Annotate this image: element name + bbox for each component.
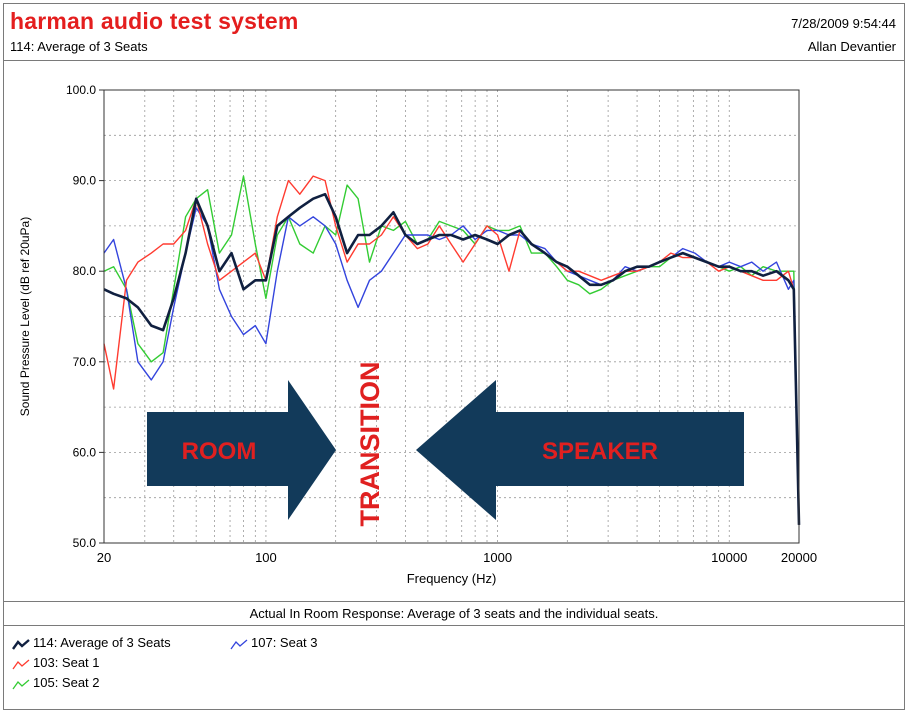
timestamp: 7/28/2009 9:54:44: [791, 16, 896, 31]
series-line-avg: [103, 192, 801, 525]
legend-item-seat1: 103: Seat 1: [12, 654, 100, 672]
y-tick-label: 70.0: [73, 355, 97, 369]
legend-swatch-avg: [12, 638, 30, 650]
y-tick-label: 80.0: [73, 264, 97, 278]
legend-swatch-seat1: [12, 659, 30, 669]
speaker-label: SPEAKER: [542, 438, 658, 465]
transition-label: TRANSITION: [355, 362, 385, 527]
x-tick-label: 100: [255, 550, 277, 565]
series-line-seat3: [103, 207, 800, 525]
measurement-subtitle: 114: Average of 3 Seats: [10, 39, 148, 54]
x-tick-label: 10000: [711, 550, 747, 565]
series-curves: [103, 175, 801, 525]
legend-label-seat2: 105: Seat 2: [33, 675, 100, 690]
report-header: harman audio test system 114: Average of…: [4, 4, 904, 61]
x-axis-label: Frequency (Hz): [407, 571, 497, 586]
speaker-arrow-shape: [416, 380, 744, 520]
plot-area-border: [103, 89, 800, 544]
room-label: ROOM: [182, 438, 257, 465]
x-tick-label: 1000: [483, 550, 512, 565]
x-tick-label: 20: [97, 550, 111, 565]
legend-label-seat1: 103: Seat 1: [33, 655, 100, 670]
legend-swatch-seat3: [230, 639, 248, 649]
chart-caption: Actual In Room Response: Average of 3 se…: [4, 601, 904, 626]
y-tick-label: 100.0: [66, 83, 96, 97]
legend-swatch-seat2: [12, 679, 30, 689]
legend-item-seat2: 105: Seat 2: [12, 674, 100, 692]
x-tick-labels: 20 100 1000 10000 20000: [97, 550, 817, 565]
y-tick-label: 90.0: [73, 174, 97, 188]
legend-item-seat3: 107: Seat 3: [230, 634, 318, 652]
report-frame: harman audio test system 114: Average of…: [3, 3, 905, 710]
grid-lines: [104, 90, 799, 543]
x-tick-label: 20000: [781, 550, 817, 565]
room-arrow-shape: [147, 380, 336, 520]
region-annotations: ROOM SPEAKER TRANSITION: [147, 362, 744, 527]
y-tick-label: 60.0: [73, 445, 97, 459]
y-tick-label: 50.0: [73, 536, 97, 550]
legend-label-seat3: 107: Seat 3: [251, 635, 318, 650]
author-name: Allan Devantier: [807, 39, 896, 54]
legend-item-avg: 114: Average of 3 Seats: [12, 634, 171, 652]
legend-label-avg: 114: Average of 3 Seats: [33, 635, 171, 650]
y-tick-labels: 50.0 60.0 70.0 80.0 90.0 100.0: [66, 83, 104, 550]
app-title: harman audio test system: [10, 8, 299, 34]
y-axis-label: Sound Pressure Level (dB ref 20uPa): [18, 217, 32, 416]
frequency-response-chart: 50.0 60.0 70.0 80.0 90.0 100.0 20 100 1000 10000…: [18, 83, 817, 586]
